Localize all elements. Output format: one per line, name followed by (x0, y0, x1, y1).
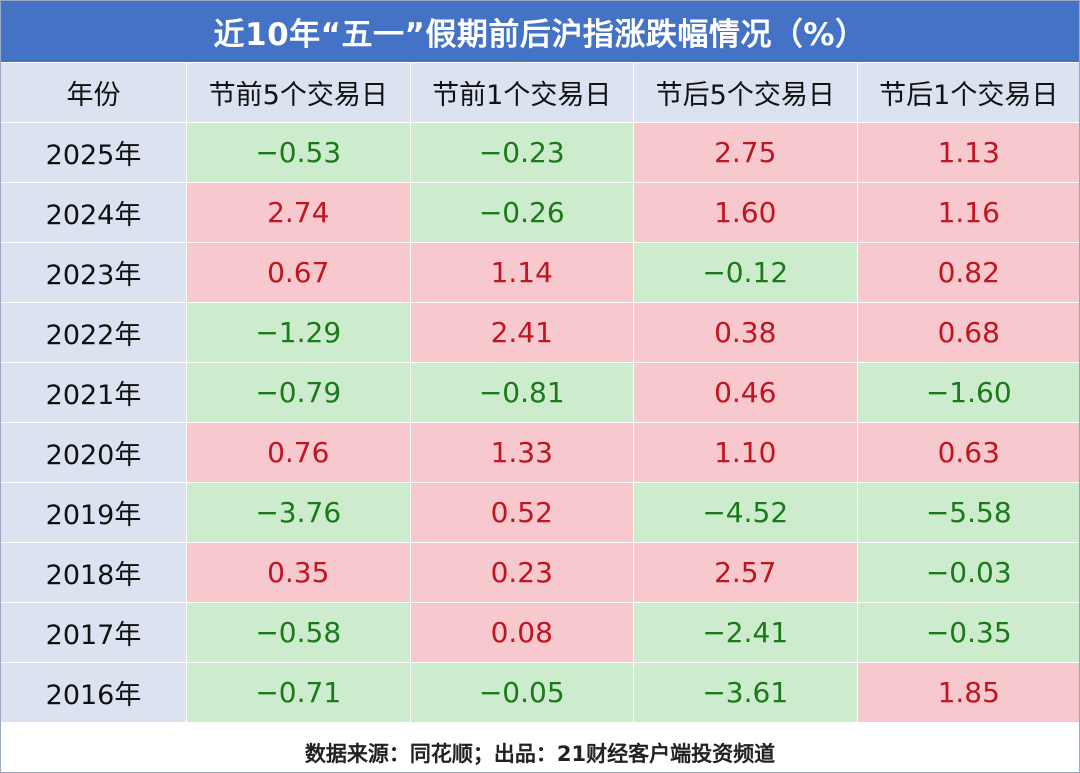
table-row: 2019年 −3.76 0.52 −4.52 −5.58 (0, 482, 1080, 543)
data-table: 年份 节前5个交易日 节前1个交易日 节后5个交易日 节后1个交易日 2025年… (0, 62, 1080, 723)
value-cell-pre5: −3.76 (186, 482, 411, 543)
value-cell-pre5: −0.53 (186, 122, 411, 183)
value-cell-pre1: 2.41 (409, 302, 634, 363)
value-cell-post1: 1.16 (856, 182, 1080, 243)
value-cell-pre1: −0.26 (409, 182, 634, 243)
value-cell-pre1: 0.52 (409, 482, 634, 543)
value-cell-pre5: −0.58 (186, 602, 411, 663)
value-cell-pre5: 0.76 (186, 422, 411, 483)
value-cell-post5: 0.38 (633, 302, 858, 363)
year-cell: 2020年 (0, 422, 187, 483)
value-cell-pre5: 0.67 (186, 242, 411, 303)
year-cell: 2019年 (0, 482, 187, 543)
value-cell-post5: 2.75 (633, 122, 858, 183)
year-cell: 2023年 (0, 242, 187, 303)
value-cell-post5: 2.57 (633, 542, 858, 603)
chart-title: 近10年“五一”假期前后沪指涨跌幅情况（%） (0, 0, 1080, 62)
header-row: 年份 节前5个交易日 节前1个交易日 节后5个交易日 节后1个交易日 (0, 62, 1080, 123)
year-cell: 2021年 (0, 362, 187, 423)
value-cell-post1: 0.63 (856, 422, 1080, 483)
table-row: 2018年 0.35 0.23 2.57 −0.03 (0, 542, 1080, 603)
table-body: 2025年 −0.53 −0.23 2.75 1.13 2024年 2.74 −0.26 1.6… (0, 122, 1080, 723)
table-row: 2021年 −0.79 −0.81 0.46 −1.60 (0, 362, 1080, 423)
year-cell: 2016年 (0, 662, 187, 723)
value-cell-post1: −1.60 (856, 362, 1080, 423)
value-cell-post5: 0.46 (633, 362, 858, 423)
table-row: 2017年 −0.58 0.08 −2.41 −0.35 (0, 602, 1080, 663)
column-header-post5: 节后5个交易日 (633, 62, 858, 123)
value-cell-post1: −0.35 (856, 602, 1080, 663)
table-row: 2023年 0.67 1.14 −0.12 0.82 (0, 242, 1080, 303)
table-row: 2025年 −0.53 −0.23 2.75 1.13 (0, 122, 1080, 183)
value-cell-post5: −2.41 (633, 602, 858, 663)
value-cell-pre5: 0.35 (186, 542, 411, 603)
value-cell-pre1: 0.23 (409, 542, 634, 603)
value-cell-post5: 1.10 (633, 422, 858, 483)
value-cell-post1: 1.13 (856, 122, 1080, 183)
value-cell-pre1: 1.14 (409, 242, 634, 303)
table-row: 2016年 −0.71 −0.05 −3.61 1.85 (0, 662, 1080, 723)
value-cell-post1: −0.03 (856, 542, 1080, 603)
year-cell: 2017年 (0, 602, 187, 663)
table-row: 2024年 2.74 −0.26 1.60 1.16 (0, 182, 1080, 243)
column-header-year: 年份 (0, 62, 187, 123)
value-cell-post5: −4.52 (633, 482, 858, 543)
value-cell-post1: 0.68 (856, 302, 1080, 363)
value-cell-post1: 0.82 (856, 242, 1080, 303)
value-cell-pre5: −0.79 (186, 362, 411, 423)
year-cell: 2022年 (0, 302, 187, 363)
table-row: 2022年 −1.29 2.41 0.38 0.68 (0, 302, 1080, 363)
source-note: 数据来源：同花顺；出品：21财经客户端投资频道 (0, 733, 1080, 773)
value-cell-post5: −3.61 (633, 662, 858, 723)
table-row: 2020年 0.76 1.33 1.10 0.63 (0, 422, 1080, 483)
value-cell-post5: −0.12 (633, 242, 858, 303)
value-cell-pre1: −0.81 (409, 362, 634, 423)
value-cell-post5: 1.60 (633, 182, 858, 243)
year-cell: 2018年 (0, 542, 187, 603)
value-cell-pre5: −1.29 (186, 302, 411, 363)
year-cell: 2025年 (0, 122, 187, 183)
year-cell: 2024年 (0, 182, 187, 243)
column-header-post1: 节后1个交易日 (856, 62, 1080, 123)
column-header-pre5: 节前5个交易日 (186, 62, 411, 123)
value-cell-pre5: −0.71 (186, 662, 411, 723)
value-cell-pre5: 2.74 (186, 182, 411, 243)
column-header-pre1: 节前1个交易日 (409, 62, 634, 123)
value-cell-pre1: 1.33 (409, 422, 634, 483)
value-cell-post1: −5.58 (856, 482, 1080, 543)
value-cell-post1: 1.85 (856, 662, 1080, 723)
value-cell-pre1: −0.23 (409, 122, 634, 183)
value-cell-pre1: −0.05 (409, 662, 634, 723)
value-cell-pre1: 0.08 (409, 602, 634, 663)
